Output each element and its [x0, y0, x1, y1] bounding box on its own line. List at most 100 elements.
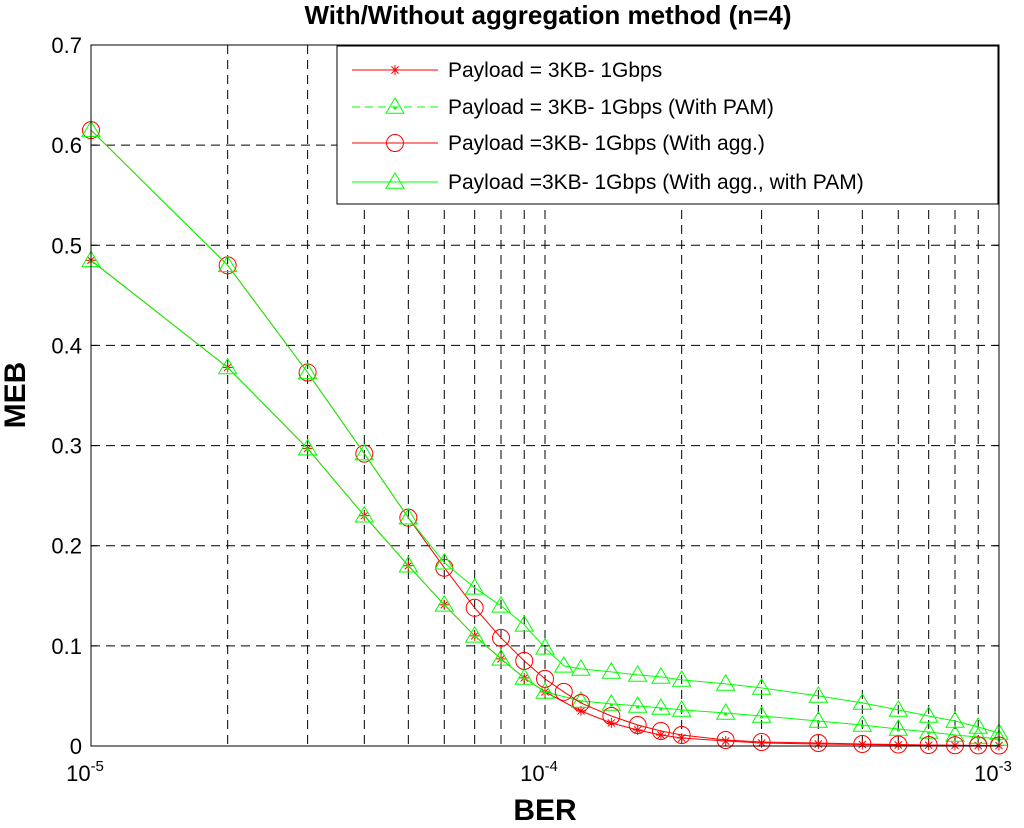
- marker-triangle: [514, 667, 535, 685]
- marker-circle: [716, 730, 735, 749]
- marker-triangle: [398, 507, 419, 525]
- y-tick-label: 0: [70, 734, 82, 759]
- marker-star: [656, 731, 665, 739]
- marker-triangle: [553, 655, 574, 673]
- marker-triangle: [434, 552, 455, 570]
- marker-triangle: [354, 505, 375, 523]
- legend-box: [336, 45, 999, 205]
- marker-triangle: [808, 710, 829, 728]
- marker-circle: [554, 682, 573, 701]
- marker-triangle: [514, 614, 535, 632]
- marker-triangle: [715, 673, 736, 691]
- marker-dot: [724, 712, 728, 716]
- marker-circle: [571, 693, 590, 712]
- marker-triangle: [491, 595, 511, 613]
- series-4: [81, 120, 1009, 740]
- marker-triangle: [627, 695, 648, 713]
- marker-triangle: [651, 697, 671, 715]
- marker-circle: [889, 735, 908, 754]
- marker-dot: [609, 703, 613, 707]
- marker-triangle: [888, 718, 909, 736]
- marker-circle: [628, 715, 647, 734]
- marker-triangle: [217, 357, 238, 375]
- marker-triangle: [535, 637, 555, 655]
- marker-circle: [515, 651, 534, 670]
- marker-circle: [465, 598, 484, 617]
- marker-circle: [946, 736, 965, 755]
- marker-circle: [651, 721, 670, 740]
- marker-triangle: [808, 685, 829, 703]
- marker-triangle: [918, 721, 939, 739]
- marker-dot: [659, 707, 663, 711]
- legend-label: Payload = 3KB- 1Gbps: [448, 59, 662, 82]
- marker-triangle: [385, 97, 405, 114]
- marker-star: [721, 737, 730, 745]
- series-layer: [81, 120, 1009, 755]
- marker-triangle: [464, 625, 485, 643]
- marker-triangle: [918, 705, 939, 723]
- marker-dot: [362, 515, 366, 519]
- marker-circle: [672, 725, 691, 744]
- tick-layer: 0 0.1 0.2 0.3 0.4 0.5 0.6 0.7 10-5 10-4 10-3: [51, 33, 1012, 786]
- marker-dot: [816, 720, 820, 724]
- marker-dot: [680, 709, 684, 713]
- marker-triangle: [751, 705, 772, 723]
- legend-label: Payload = 3KB- 1Gbps (With PAM): [448, 96, 774, 119]
- marker-circle: [853, 734, 872, 753]
- marker-dot: [499, 658, 503, 662]
- x-axis-label: BER: [513, 794, 577, 827]
- marker-triangle: [354, 443, 375, 461]
- legend-label: Payload =3KB- 1Gbps (With agg., with PAM…: [448, 171, 864, 194]
- marker-triangle: [297, 362, 318, 380]
- marker-circle: [752, 732, 771, 751]
- x-tick-label: 10-3: [974, 758, 1012, 786]
- marker-dot: [306, 447, 310, 452]
- marker-triangle: [852, 714, 873, 732]
- series-2: [81, 250, 1009, 746]
- marker-triangle: [385, 172, 405, 189]
- y-tick-label: 0.5: [51, 233, 82, 258]
- marker-triangle: [571, 658, 591, 676]
- marker-triangle: [852, 692, 873, 710]
- marker-circle: [492, 628, 511, 647]
- marker-dot: [393, 106, 397, 110]
- marker-triangle: [464, 577, 485, 595]
- marker-dot: [442, 604, 446, 608]
- y-tick-label: 0.4: [51, 333, 82, 358]
- marker-circle: [536, 669, 554, 688]
- marker-star: [607, 719, 616, 727]
- marker-dot: [760, 715, 764, 719]
- y-tick-label: 0.3: [51, 434, 82, 459]
- marker-dot: [522, 677, 526, 681]
- marker-triangle: [627, 664, 648, 682]
- marker-star: [391, 66, 399, 74]
- marker-dot: [927, 731, 931, 735]
- chart-title: With/Without aggregation method (n=4): [305, 0, 792, 30]
- marker-triangle: [751, 677, 772, 695]
- marker-triangle: [968, 727, 989, 744]
- series-line: [90, 129, 1000, 734]
- marker-circle: [919, 735, 938, 754]
- marker-triangle: [434, 594, 455, 612]
- marker-triangle: [888, 699, 909, 717]
- marker-triangle: [968, 716, 989, 734]
- marker-triangle: [671, 669, 692, 687]
- marker-dot: [226, 366, 230, 371]
- plot-area-border: [90, 44, 1000, 747]
- marker-circle: [809, 733, 828, 752]
- marker-triangle: [491, 648, 511, 666]
- marker-dot: [406, 565, 410, 569]
- marker-triangle: [297, 438, 318, 456]
- marker-triangle: [945, 710, 965, 728]
- marker-circle: [969, 736, 988, 755]
- marker-triangle: [671, 699, 692, 717]
- marker-triangle: [945, 724, 965, 742]
- marker-triangle: [601, 661, 622, 679]
- legend: Payload = 3KB- 1Gbps Payload = 3KB- 1Gbps…: [336, 45, 999, 205]
- marker-star: [633, 726, 642, 734]
- y-tick-label: 0.7: [51, 33, 82, 58]
- marker-triangle: [715, 702, 736, 720]
- marker-dot: [543, 691, 547, 695]
- grid: [91, 45, 999, 746]
